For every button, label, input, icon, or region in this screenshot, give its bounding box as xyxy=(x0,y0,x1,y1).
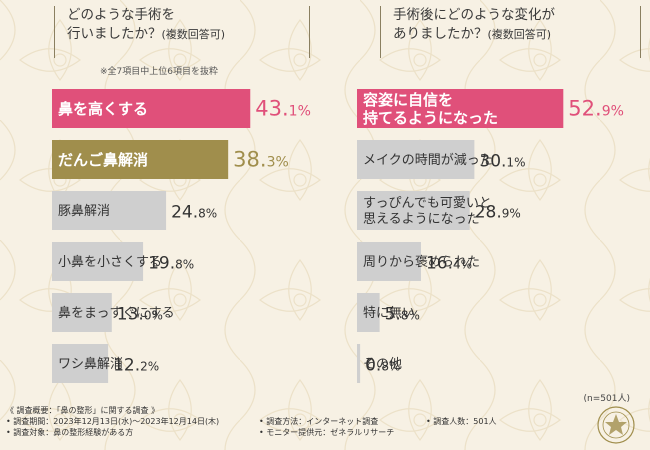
left-bar-3 xyxy=(52,191,167,230)
left-category-label-3: 豚鼻解消 xyxy=(58,203,110,219)
right-bar-2 xyxy=(357,140,475,179)
general-research-seal-logo xyxy=(597,406,635,444)
right-bar-3 xyxy=(357,191,470,230)
left-bar-1 xyxy=(52,89,251,128)
left-value-label-3: 24.8% xyxy=(171,203,217,223)
left-value-label-5: 13.0% xyxy=(117,305,163,325)
right-category-label-6: その他 xyxy=(363,357,402,372)
left-value-label-1: 43.1% xyxy=(255,97,311,121)
right-value-label-1: 52.9% xyxy=(568,97,624,121)
footer-people: • 調査人数：501人 xyxy=(426,417,497,426)
left-category-label-1: 鼻を高くする xyxy=(58,100,148,118)
right-value-label-6: 0.8% xyxy=(365,356,400,376)
left-category-label-2: だんご鼻解消 xyxy=(58,151,148,169)
right-title-line2: ありましたか？ xyxy=(393,26,488,42)
left-category-label-5: 鼻をまっすぐにする xyxy=(58,305,175,321)
left-title-line1: どのような手術を xyxy=(67,7,175,23)
left-bar-2 xyxy=(52,140,229,179)
left-bar-5 xyxy=(52,293,112,332)
left-bar-6 xyxy=(52,344,109,383)
right-category-label-5: 特に無い xyxy=(363,306,415,321)
footer-method: • 調査方法：インターネット調査 xyxy=(259,417,379,426)
right-bar-4 xyxy=(357,242,421,281)
right-title-line1: 手術後にどのような変化が xyxy=(393,7,555,23)
right-category-label-1-line1: 容姿に自信を xyxy=(362,91,453,109)
left-value-label-2: 38.3% xyxy=(233,148,289,172)
bar-charts: 鼻を高くする 43.1%だんご鼻解消 38.3%豚鼻解消 24.8%小鼻を小さくする1… xyxy=(52,89,624,383)
right-bar-6 xyxy=(357,344,361,383)
footer-target: • 調査対象：鼻の整形経験がある方 xyxy=(6,428,134,437)
right-category-label-2: メイクの時間が減った xyxy=(363,152,493,168)
left-bar-4 xyxy=(52,242,144,281)
right-category-label-3-line1: すっぴんでも可愛いと xyxy=(363,196,492,211)
sample-size-label: (n=501人) xyxy=(583,394,630,404)
right-bar-1 xyxy=(357,89,564,128)
left-title-paren: (複数回答可) xyxy=(161,28,226,41)
right-category-label-4: 周りから褒められた xyxy=(363,255,480,270)
right-title-paren: (複数回答可) xyxy=(487,28,552,41)
footer-heading: 《 調査概要：「鼻の整形」に関する調査 》 xyxy=(6,406,160,415)
right-value-label-5: 5.8% xyxy=(385,305,420,325)
footer-provider: • モニター提供元：ゼネラルリサーチ xyxy=(259,428,395,437)
left-value-label-4: 19.8% xyxy=(148,254,194,274)
footer-period: • 調査期間：2023年12月13日(水)～2023年12月14日(木) xyxy=(6,417,220,426)
right-value-label-2: 30.1% xyxy=(479,152,525,172)
right-category-label-3-line2: 思えるようになった xyxy=(363,212,480,227)
right-value-label-3: 28.9% xyxy=(475,203,521,223)
left-value-label-6: 12.2% xyxy=(113,356,159,376)
left-category-label-6: ワシ鼻解消 xyxy=(58,356,123,372)
left-chart-title: どのような手術を 行いましたか？(複数回答可) xyxy=(54,6,310,58)
right-bar-5 xyxy=(357,293,380,332)
left-title-line2: 行いましたか？ xyxy=(67,26,162,42)
right-category-label-1-line2: 持てるようになった xyxy=(363,109,498,127)
left-chart-note: ※全7項目中上位6項目を抜粋 xyxy=(100,67,218,77)
left-category-label-4: 小鼻を小さくする xyxy=(58,254,162,270)
right-value-label-4: 16.4% xyxy=(426,254,472,274)
right-chart-title: 手術後にどのような変化が ありましたか？(複数回答可) xyxy=(380,6,641,58)
